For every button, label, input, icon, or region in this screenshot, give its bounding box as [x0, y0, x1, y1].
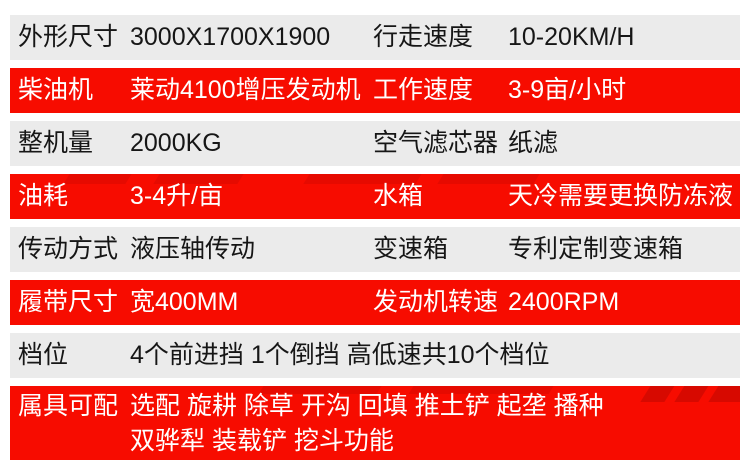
spec-label: 空气滤芯器	[373, 129, 499, 157]
spec-row-gears: 档位 4个前进挡 1个倒挡 高低速共10个档位	[10, 333, 740, 378]
spec-row-weight: 整机量 2000KG 空气滤芯器 纸滤	[10, 121, 740, 166]
spec-label: 油耗	[18, 182, 69, 210]
spec-label: 传动方式	[18, 235, 119, 263]
spec-value: 莱动4100增压发动机	[130, 76, 361, 104]
spec-value: 3000X1700X1900	[130, 23, 331, 51]
spec-value-line: 选配 旋耕 除草 开沟 回填 推土铲 起垄 播种	[130, 392, 604, 420]
spec-label: 发动机转速	[373, 288, 499, 316]
spec-label: 行走速度	[373, 23, 474, 51]
spec-value: 2400RPM	[508, 288, 620, 316]
spec-label: 整机量	[18, 129, 94, 157]
spec-label: 属具可配	[18, 392, 119, 420]
spec-row-dimensions: 外形尺寸 3000X1700X1900 行走速度 10-20KM/H	[10, 15, 740, 60]
spec-row-track: 履带尺寸 宽400MM 发动机转速 2400RPM	[10, 280, 740, 325]
spec-value: 2000KG	[130, 129, 222, 157]
spec-table: 外形尺寸 3000X1700X1900 行走速度 10-20KM/H 柴油机 莱…	[10, 15, 740, 468]
spec-value: 宽400MM	[130, 288, 239, 316]
spec-value: 专利定制变速箱	[508, 235, 684, 263]
spec-row-transmission: 传动方式 液压轴传动 变速箱 专利定制变速箱	[10, 227, 740, 272]
spec-value: 3-9亩/小时	[508, 76, 627, 104]
spec-value: 3-4升/亩	[130, 182, 224, 210]
spec-label: 变速箱	[373, 235, 449, 263]
spec-value: 液压轴传动	[130, 235, 256, 263]
spec-value-line: 双骅犁 装载铲 挖斗功能	[130, 427, 394, 455]
spec-label: 外形尺寸	[18, 23, 119, 51]
spec-value: 选配 旋耕 除草 开沟 回填 推土铲 起垄 播种 双骅犁 装载铲 挖斗功能	[122, 386, 740, 459]
spec-value: 4个前进挡 1个倒挡 高低速共10个档位	[130, 341, 550, 369]
spec-value: 纸滤	[508, 129, 559, 157]
spec-label: 水箱	[373, 182, 424, 210]
spec-value: 10-20KM/H	[508, 23, 635, 51]
spec-row-fuel: 油耗 3-4升/亩 水箱 天冷需要更换防冻液	[10, 174, 740, 219]
spec-label: 工作速度	[373, 76, 474, 104]
spec-label: 档位	[18, 341, 69, 369]
spec-value: 天冷需要更换防冻液	[508, 182, 734, 210]
spec-label: 履带尺寸	[18, 288, 119, 316]
spec-row-attachments: 属具可配 选配 旋耕 除草 开沟 回填 推土铲 起垄 播种 双骅犁 装载铲 挖斗…	[10, 386, 740, 460]
spec-row-engine: 柴油机 莱动4100增压发动机 工作速度 3-9亩/小时	[10, 68, 740, 113]
spec-label: 柴油机	[18, 76, 94, 104]
